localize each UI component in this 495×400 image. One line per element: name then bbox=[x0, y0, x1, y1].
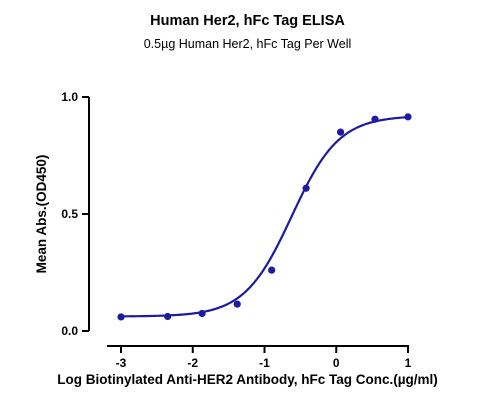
x-tick-label: 0 bbox=[333, 356, 340, 370]
y-tick-label: 0.5 bbox=[61, 207, 78, 221]
data-point bbox=[336, 128, 345, 136]
data-point bbox=[164, 312, 172, 321]
data-point bbox=[233, 300, 241, 308]
x-axis-ticks: -3 -2 -1 0 1 bbox=[116, 346, 412, 370]
x-tick-label: 1 bbox=[405, 356, 412, 370]
x-tick-label: -2 bbox=[187, 356, 198, 370]
data-point bbox=[198, 309, 206, 318]
chart-title: Human Her2, hFc Tag ELISA bbox=[150, 13, 345, 29]
x-tick-label: -1 bbox=[259, 356, 270, 370]
data-point bbox=[117, 313, 125, 321]
y-tick-label: 1.0 bbox=[61, 90, 78, 104]
y-tick-label: 0.0 bbox=[61, 324, 78, 338]
y-axis-label: Mean Abs.(OD450) bbox=[34, 155, 49, 274]
data-point bbox=[268, 266, 276, 274]
data-points bbox=[117, 113, 412, 321]
x-tick-label: -3 bbox=[116, 356, 127, 370]
plot-area: 0.0 0.5 1.0 -3 -2 -1 0 1 bbox=[61, 90, 411, 370]
data-point bbox=[404, 113, 412, 121]
y-axis-ticks: 0.0 0.5 1.0 bbox=[61, 90, 89, 338]
x-axis-label: Log Biotinylated Anti-HER2 Antibody, hFc… bbox=[57, 372, 438, 387]
data-point bbox=[371, 115, 379, 123]
data-point bbox=[302, 184, 310, 192]
fit-curve bbox=[120, 116, 409, 318]
chart-subtitle: 0.5µg Human Her2, hFc Tag Per Well bbox=[144, 37, 352, 51]
